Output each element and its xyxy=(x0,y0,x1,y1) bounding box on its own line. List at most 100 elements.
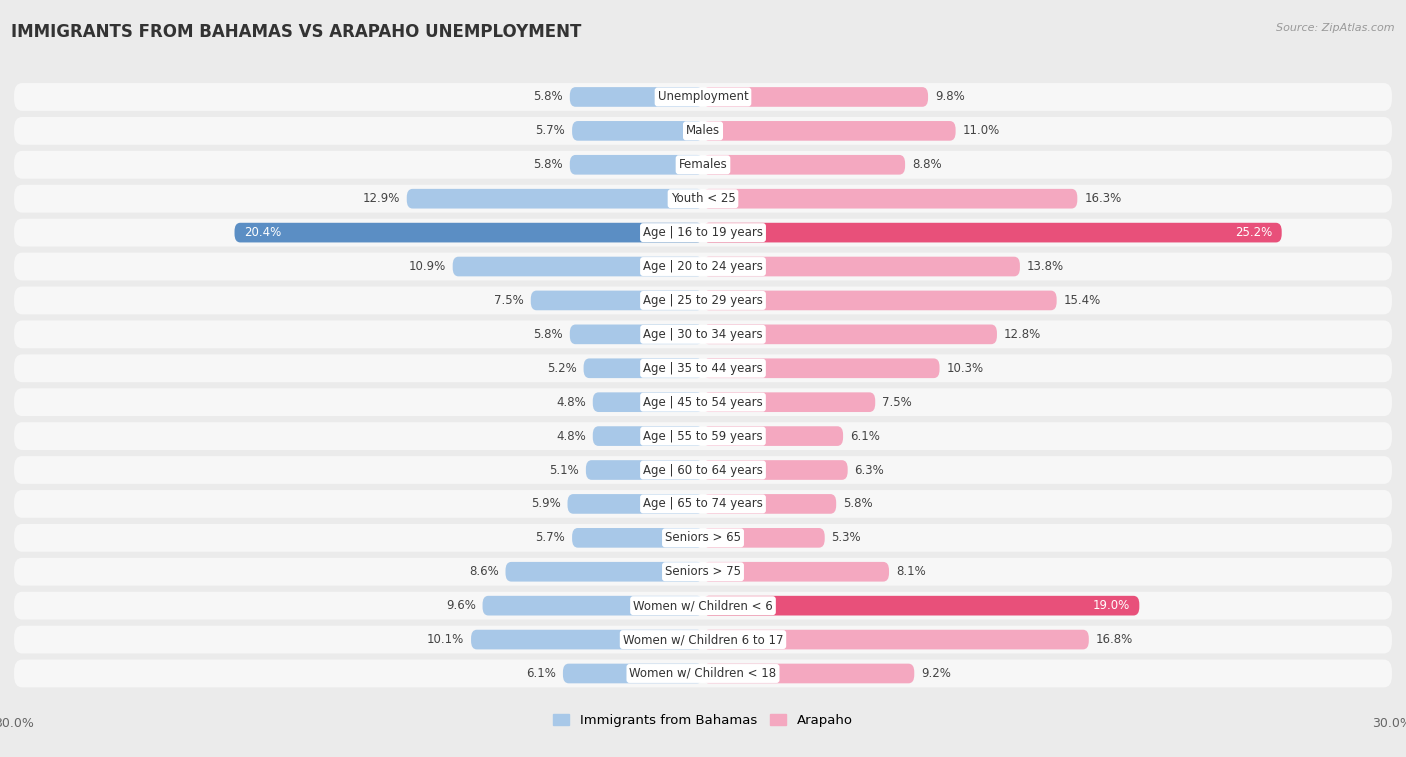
FancyBboxPatch shape xyxy=(14,83,1392,111)
FancyBboxPatch shape xyxy=(703,223,1282,242)
FancyBboxPatch shape xyxy=(531,291,703,310)
Text: Females: Females xyxy=(679,158,727,171)
FancyBboxPatch shape xyxy=(703,630,1088,650)
Text: 5.8%: 5.8% xyxy=(533,90,562,104)
Text: 5.7%: 5.7% xyxy=(536,531,565,544)
Text: 16.8%: 16.8% xyxy=(1095,633,1133,646)
Text: Age | 60 to 64 years: Age | 60 to 64 years xyxy=(643,463,763,476)
Text: 6.3%: 6.3% xyxy=(855,463,884,476)
Text: 13.8%: 13.8% xyxy=(1026,260,1064,273)
Text: Age | 45 to 54 years: Age | 45 to 54 years xyxy=(643,396,763,409)
FancyBboxPatch shape xyxy=(471,630,703,650)
Text: 9.6%: 9.6% xyxy=(446,599,475,612)
Text: 5.2%: 5.2% xyxy=(547,362,576,375)
FancyBboxPatch shape xyxy=(703,460,848,480)
FancyBboxPatch shape xyxy=(703,121,956,141)
FancyBboxPatch shape xyxy=(14,659,1392,687)
Text: 20.4%: 20.4% xyxy=(243,226,281,239)
FancyBboxPatch shape xyxy=(14,558,1392,586)
Text: Seniors > 65: Seniors > 65 xyxy=(665,531,741,544)
Text: 5.8%: 5.8% xyxy=(844,497,873,510)
FancyBboxPatch shape xyxy=(453,257,703,276)
FancyBboxPatch shape xyxy=(14,490,1392,518)
Text: Unemployment: Unemployment xyxy=(658,90,748,104)
Text: Age | 65 to 74 years: Age | 65 to 74 years xyxy=(643,497,763,510)
FancyBboxPatch shape xyxy=(703,494,837,514)
FancyBboxPatch shape xyxy=(569,325,703,344)
FancyBboxPatch shape xyxy=(703,188,1077,208)
Text: Source: ZipAtlas.com: Source: ZipAtlas.com xyxy=(1277,23,1395,33)
Text: 6.1%: 6.1% xyxy=(526,667,555,680)
FancyBboxPatch shape xyxy=(572,121,703,141)
Text: 11.0%: 11.0% xyxy=(963,124,1000,137)
Text: 10.3%: 10.3% xyxy=(946,362,984,375)
Text: Seniors > 75: Seniors > 75 xyxy=(665,565,741,578)
Text: Age | 20 to 24 years: Age | 20 to 24 years xyxy=(643,260,763,273)
Text: Age | 55 to 59 years: Age | 55 to 59 years xyxy=(643,429,763,443)
FancyBboxPatch shape xyxy=(703,426,844,446)
FancyBboxPatch shape xyxy=(593,426,703,446)
Text: Women w/ Children 6 to 17: Women w/ Children 6 to 17 xyxy=(623,633,783,646)
FancyBboxPatch shape xyxy=(235,223,703,242)
Text: 19.0%: 19.0% xyxy=(1092,599,1130,612)
FancyBboxPatch shape xyxy=(14,151,1392,179)
FancyBboxPatch shape xyxy=(703,291,1057,310)
FancyBboxPatch shape xyxy=(406,188,703,208)
FancyBboxPatch shape xyxy=(14,219,1392,247)
Text: 25.2%: 25.2% xyxy=(1236,226,1272,239)
Text: 12.9%: 12.9% xyxy=(363,192,399,205)
Text: Youth < 25: Youth < 25 xyxy=(671,192,735,205)
Text: 15.4%: 15.4% xyxy=(1063,294,1101,307)
Text: Males: Males xyxy=(686,124,720,137)
FancyBboxPatch shape xyxy=(703,87,928,107)
FancyBboxPatch shape xyxy=(569,87,703,107)
Text: 8.6%: 8.6% xyxy=(468,565,499,578)
Text: IMMIGRANTS FROM BAHAMAS VS ARAPAHO UNEMPLOYMENT: IMMIGRANTS FROM BAHAMAS VS ARAPAHO UNEMP… xyxy=(11,23,582,41)
FancyBboxPatch shape xyxy=(14,524,1392,552)
FancyBboxPatch shape xyxy=(14,185,1392,213)
Text: 16.3%: 16.3% xyxy=(1084,192,1122,205)
FancyBboxPatch shape xyxy=(568,494,703,514)
Text: 5.8%: 5.8% xyxy=(533,328,562,341)
FancyBboxPatch shape xyxy=(703,325,997,344)
Text: 12.8%: 12.8% xyxy=(1004,328,1040,341)
Text: 5.3%: 5.3% xyxy=(831,531,862,544)
Text: Age | 30 to 34 years: Age | 30 to 34 years xyxy=(643,328,763,341)
FancyBboxPatch shape xyxy=(14,592,1392,619)
FancyBboxPatch shape xyxy=(703,257,1019,276)
Text: Age | 16 to 19 years: Age | 16 to 19 years xyxy=(643,226,763,239)
Text: 6.1%: 6.1% xyxy=(851,429,880,443)
FancyBboxPatch shape xyxy=(14,287,1392,314)
Text: 8.1%: 8.1% xyxy=(896,565,925,578)
FancyBboxPatch shape xyxy=(14,626,1392,653)
FancyBboxPatch shape xyxy=(703,392,875,412)
Text: 10.9%: 10.9% xyxy=(409,260,446,273)
FancyBboxPatch shape xyxy=(703,596,1139,615)
FancyBboxPatch shape xyxy=(703,562,889,581)
FancyBboxPatch shape xyxy=(14,253,1392,280)
Text: 4.8%: 4.8% xyxy=(557,396,586,409)
Text: 7.5%: 7.5% xyxy=(882,396,912,409)
Text: 8.8%: 8.8% xyxy=(912,158,942,171)
Text: 9.2%: 9.2% xyxy=(921,667,950,680)
Text: 10.1%: 10.1% xyxy=(427,633,464,646)
FancyBboxPatch shape xyxy=(572,528,703,547)
Text: 5.7%: 5.7% xyxy=(536,124,565,137)
Text: 5.9%: 5.9% xyxy=(531,497,561,510)
Text: Women w/ Children < 18: Women w/ Children < 18 xyxy=(630,667,776,680)
FancyBboxPatch shape xyxy=(703,528,825,547)
Text: 9.8%: 9.8% xyxy=(935,90,965,104)
FancyBboxPatch shape xyxy=(703,358,939,378)
FancyBboxPatch shape xyxy=(14,354,1392,382)
FancyBboxPatch shape xyxy=(14,422,1392,450)
Text: 5.8%: 5.8% xyxy=(533,158,562,171)
FancyBboxPatch shape xyxy=(14,388,1392,416)
FancyBboxPatch shape xyxy=(593,392,703,412)
FancyBboxPatch shape xyxy=(562,664,703,684)
Text: 4.8%: 4.8% xyxy=(557,429,586,443)
FancyBboxPatch shape xyxy=(583,358,703,378)
Text: Age | 25 to 29 years: Age | 25 to 29 years xyxy=(643,294,763,307)
Text: Women w/ Children < 6: Women w/ Children < 6 xyxy=(633,599,773,612)
Legend: Immigrants from Bahamas, Arapaho: Immigrants from Bahamas, Arapaho xyxy=(548,709,858,732)
FancyBboxPatch shape xyxy=(586,460,703,480)
